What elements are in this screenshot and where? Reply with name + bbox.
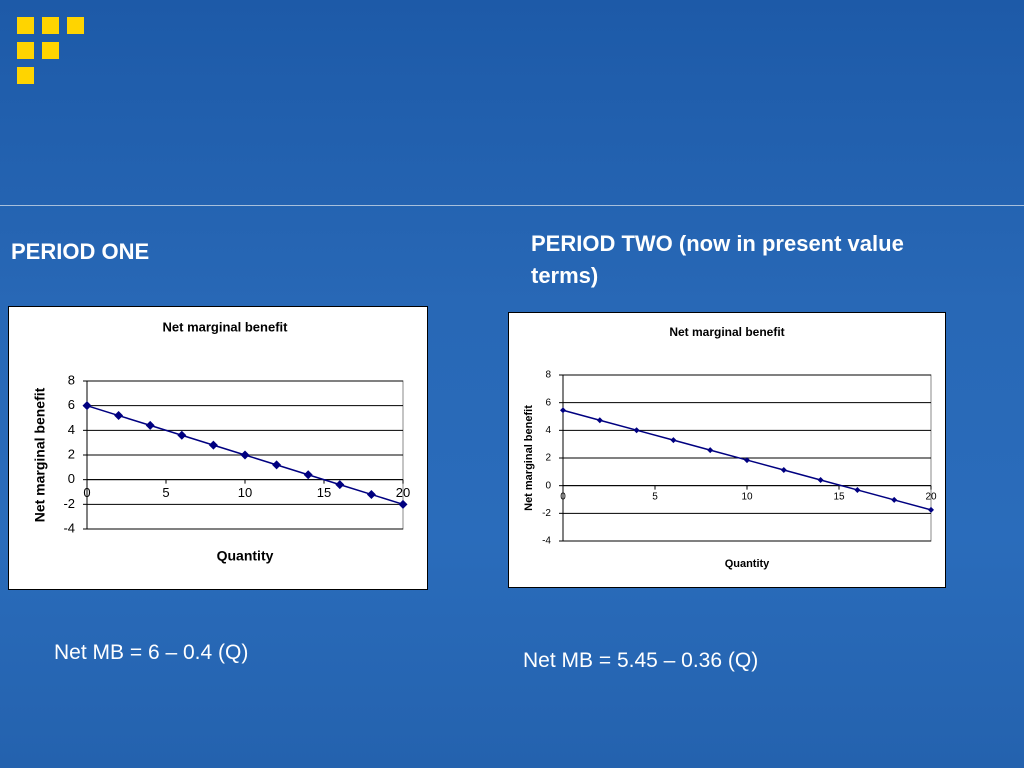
x-tick-label: 5 — [652, 491, 658, 502]
y-tick-label: 6 — [545, 397, 551, 408]
data-point — [707, 447, 714, 454]
y-axis-label: Net marginal benefit — [32, 387, 48, 522]
logo-square — [42, 17, 59, 34]
formula: Net MB = 5.45 – 0.36 (Q) — [523, 649, 759, 672]
data-point — [208, 440, 218, 450]
data-point — [560, 407, 566, 414]
y-tick-label: 2 — [68, 446, 75, 461]
data-point — [817, 476, 824, 483]
data-point — [780, 467, 787, 474]
x-tick-label: 0 — [560, 491, 566, 502]
data-point — [928, 506, 934, 513]
y-tick-label: -4 — [542, 536, 551, 547]
y-tick-label: 6 — [68, 397, 75, 412]
y-tick-label: 4 — [68, 422, 75, 437]
y-tick-label: -2 — [63, 496, 75, 511]
x-tick-label: 15 — [833, 491, 845, 502]
x-axis-label: Quantity — [217, 548, 274, 564]
data-point — [335, 480, 345, 490]
y-axis-label: Net marginal benefit — [523, 405, 535, 511]
heading: PERIOD TWO (now in present value terms) — [531, 231, 904, 288]
y-tick-label: -2 — [542, 508, 551, 519]
data-point — [114, 411, 124, 421]
data-point — [398, 499, 408, 509]
data-point — [891, 496, 898, 503]
x-axis-label: Quantity — [725, 558, 770, 570]
data-point — [596, 417, 603, 424]
y-tick-label: 8 — [68, 372, 75, 387]
x-tick-label: 10 — [741, 491, 753, 502]
logo-square — [17, 67, 34, 84]
data-point — [854, 486, 861, 493]
data-point — [670, 437, 677, 444]
divider — [0, 205, 1024, 206]
y-tick-label: 4 — [545, 425, 551, 436]
chart-title: Net marginal benefit — [163, 319, 289, 334]
x-tick-label: 20 — [396, 485, 410, 500]
data-point — [366, 489, 376, 499]
x-tick-label: 20 — [925, 491, 937, 502]
heading: PERIOD ONE — [11, 239, 150, 264]
y-tick-label: -4 — [63, 520, 75, 535]
formula: Net MB = 6 – 0.4 (Q) — [54, 641, 249, 664]
data-point — [240, 450, 250, 460]
y-tick-label: 8 — [545, 370, 551, 381]
logo-square — [42, 42, 59, 59]
data-point — [177, 430, 187, 440]
x-tick-label: 10 — [238, 485, 252, 500]
y-tick-label: 0 — [68, 471, 75, 486]
data-point — [633, 427, 640, 434]
logo-square — [67, 17, 84, 34]
logo-square — [17, 42, 34, 59]
data-point — [303, 470, 313, 480]
data-point — [82, 401, 92, 411]
x-tick-label: 5 — [162, 485, 169, 500]
y-tick-label: 0 — [545, 480, 551, 491]
chart: Net marginal benefit Net marginal benefit… — [508, 312, 946, 588]
data-point — [272, 460, 282, 470]
chart: Net marginal benefit Net marginal benefit… — [8, 306, 428, 590]
x-tick-label: 15 — [317, 485, 331, 500]
data-point — [744, 457, 750, 464]
data-point — [145, 420, 155, 430]
logo-square — [17, 17, 34, 34]
y-tick-label: 2 — [545, 453, 551, 464]
x-tick-label: 0 — [83, 485, 90, 500]
chart-title: Net marginal benefit — [669, 325, 784, 339]
